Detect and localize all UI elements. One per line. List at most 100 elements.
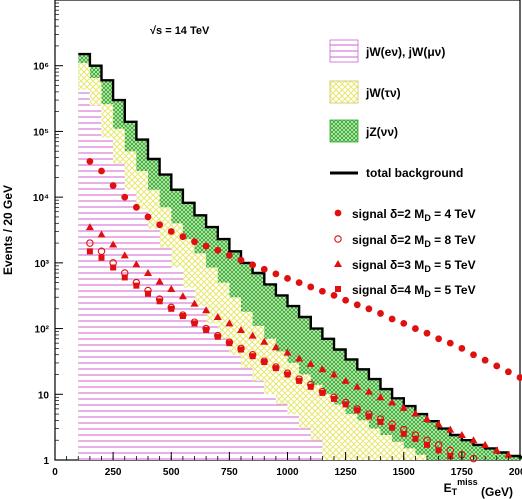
legend-label: jW(eν), jW(μν) <box>365 45 445 59</box>
signal-point-filled-circle <box>330 291 338 299</box>
signal-point-filled-circle <box>98 167 105 175</box>
signal-point-filled-circle <box>191 238 198 246</box>
legend: jW(eν), jW(μν) jW(τν) jZ(νν) total backgrou… <box>329 39 476 299</box>
signal-point-square <box>98 254 105 261</box>
signal-point-square <box>214 333 221 340</box>
legend-label: signal δ=2 MD = 4 TeV <box>352 207 476 223</box>
legend-item: jW(eν), jW(μν) <box>329 39 445 63</box>
signal-point-filled-circle <box>260 265 268 273</box>
signal-point-square <box>110 264 117 271</box>
signal-point-filled-circle <box>156 221 164 229</box>
marker-layer <box>85 157 522 463</box>
line-layer <box>78 52 522 459</box>
signal-point-triangle <box>167 285 176 293</box>
signal-point-square <box>238 346 244 353</box>
signal-point-square <box>156 298 163 305</box>
signal-point-filled-circle <box>353 301 361 309</box>
legend-item: total background <box>330 166 463 180</box>
legend-swatch-cross-green <box>329 119 359 143</box>
y-tick-label: 10⁶ <box>33 62 49 73</box>
legend-item: signal δ=2 MD = 8 TeV <box>334 233 476 249</box>
signal-point-filled-circle <box>435 335 443 343</box>
x-tick-label: 1250 <box>335 467 358 478</box>
signal-point-square <box>342 401 349 408</box>
signal-point-triangle <box>155 277 164 285</box>
signal-point-triangle <box>132 260 141 268</box>
signal-point-square <box>272 365 279 372</box>
signal-point-square <box>121 274 128 281</box>
legend-swatch-marker <box>334 235 342 243</box>
x-tick-label: 250 <box>105 467 122 478</box>
signal-point-triangle <box>97 230 106 238</box>
signal-point-triangle <box>330 370 338 378</box>
signal-point-filled-circle <box>167 228 175 235</box>
signal-point-filled-circle <box>225 251 233 259</box>
legend-item: signal δ=4 MD = 5 TeV <box>335 283 476 299</box>
signal-point-filled-circle <box>202 242 210 250</box>
signal-point-filled-circle <box>342 296 350 304</box>
signal-point-square <box>261 358 268 365</box>
axis-layer: 0 250 500 750 1000 1250 1500 1750 2000 1 10 10² 10³ 1… <box>33 2 522 499</box>
signal-point-triangle <box>306 359 315 367</box>
signal-point-triangle <box>446 425 455 433</box>
signal-point-filled-circle <box>493 362 501 370</box>
signal-point-triangle <box>295 354 304 362</box>
signal-point-square <box>145 290 151 297</box>
signal-point-square <box>307 383 314 390</box>
signal-point-filled-circle <box>377 310 384 317</box>
y-tick-label: 10 <box>38 390 50 401</box>
signal-point-triangle <box>341 376 350 384</box>
signal-point-triangle <box>109 240 118 248</box>
signal-point-filled-circle <box>446 339 454 347</box>
signal-point-filled-circle <box>318 287 326 295</box>
y-tick-label: 10⁴ <box>33 193 49 204</box>
line-total-background <box>78 52 522 459</box>
signal-point-filled-circle <box>388 315 396 323</box>
y-axis-title: Events / 20 GeV <box>1 185 15 275</box>
signal-point-triangle <box>364 387 373 395</box>
x-axis-title: ETmiss (GeV) <box>444 477 513 499</box>
signal-point-triangle <box>504 450 513 458</box>
signal-point-filled-circle <box>411 325 419 332</box>
legend-label: jZ(νν) <box>365 125 398 139</box>
x-tick-label: 1000 <box>276 467 299 478</box>
signal-point-triangle <box>120 251 129 259</box>
signal-point-triangle <box>225 319 234 327</box>
signal-point-square <box>331 395 337 402</box>
signal-point-triangle <box>237 326 245 334</box>
signal-point-triangle <box>260 337 269 345</box>
x-tick-label: 750 <box>221 467 238 478</box>
signal-point-square <box>179 313 186 320</box>
signal-point-square <box>389 424 396 431</box>
signal-point-triangle <box>283 348 292 356</box>
y-tick-label: 1 <box>43 456 49 467</box>
legend-label: signal δ=3 MD = 5 TeV <box>352 258 476 274</box>
legend-swatch-marker <box>334 260 342 267</box>
y-tick-label: 10⁵ <box>33 127 49 138</box>
signal-point-filled-circle <box>132 203 140 211</box>
signal-point-open-circle <box>97 247 106 256</box>
signal-point-square <box>400 430 407 437</box>
signal-point-filled-circle <box>284 275 291 282</box>
signal-point-triangle <box>457 431 466 439</box>
legend-item: jW(τν) <box>329 80 401 104</box>
area-layer <box>78 54 522 461</box>
signal-point-filled-circle <box>86 157 94 165</box>
x-tick-label: 2000 <box>509 467 522 478</box>
x-tick-label: 1750 <box>451 467 474 478</box>
signal-point-triangle <box>492 446 501 454</box>
signal-point-triangle <box>85 223 94 231</box>
legend-swatch-hatch <box>329 39 359 63</box>
signal-point-filled-circle <box>423 329 431 337</box>
signal-point-square <box>203 327 210 334</box>
signal-point-triangle <box>202 306 211 314</box>
signal-point-triangle <box>376 393 385 401</box>
legend-swatch-marker <box>334 209 342 217</box>
signal-point-square <box>133 282 140 289</box>
signal-point-filled-circle <box>365 305 373 313</box>
signal-point-triangle <box>318 365 327 373</box>
signal-point-filled-circle <box>516 374 522 381</box>
signal-point-filled-circle <box>237 256 245 264</box>
signal-point-square <box>249 353 256 360</box>
signal-point-filled-circle <box>295 279 303 287</box>
